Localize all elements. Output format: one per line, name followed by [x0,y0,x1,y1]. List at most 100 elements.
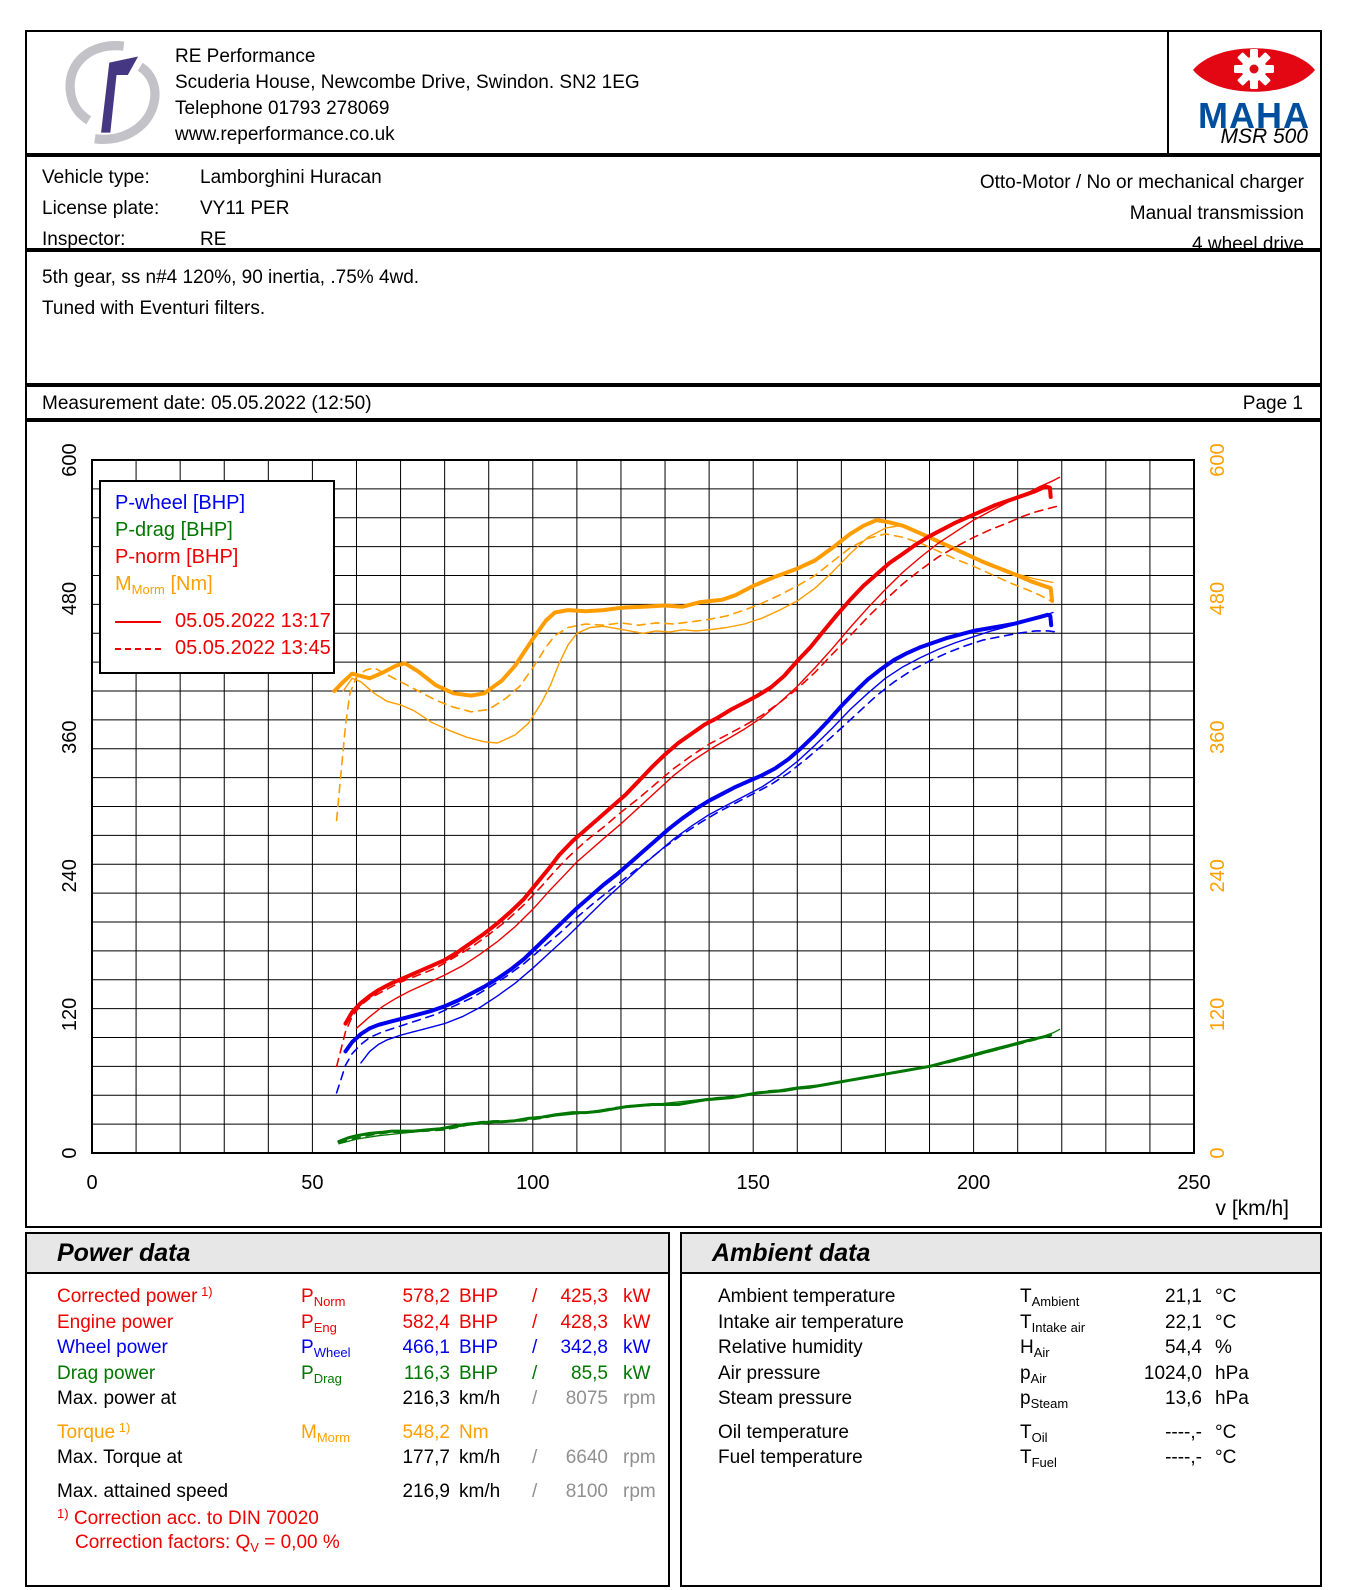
ambient-row-label: Ambient temperature [718,1286,896,1307]
ambient-row-unit: hPa [1215,1362,1249,1384]
y-left-tick-label: 240 [59,859,81,892]
curve-p-wheel-main [343,612,1054,1054]
ambient-row-value: 22,1 [1165,1311,1202,1333]
ambient-row-symbol: TOil [1020,1421,1048,1445]
ambient-row-label: Oil temperature [718,1421,849,1443]
power-row-label: Corrected power 1) [57,1284,213,1307]
ambient-row-symbol: TAmbient [1020,1286,1080,1309]
power-row-slash: / [532,1337,538,1358]
power-row-label: Engine power [57,1311,174,1333]
power-row-unit2: rpm [623,1480,656,1502]
power-row-value2: 8100 [565,1480,608,1502]
curve-torque-run-1345 [335,533,1054,822]
solid-line-sample-icon [115,620,161,623]
power-row-value1: 582,4 [402,1311,450,1333]
ambient-row-value: 54,4 [1165,1337,1202,1358]
power-row-value1: 116,3 [403,1362,450,1384]
curve-torque-main [332,518,1055,698]
header: RE Performance Scuderia House, Newcombe … [25,30,1322,155]
ambient-row-value: ----,- [1165,1421,1202,1443]
x-tick-label: 200 [957,1172,990,1194]
inspector-value: RE [200,229,227,250]
y-right-tick-label: 600 [1207,443,1229,476]
curve-p-drag-run-1345 [338,1035,1050,1144]
measurement-date-box: Measurement date: 05.05.2022 (12:50) Pag… [25,385,1322,420]
power-row-slash: / [532,1480,538,1502]
power-row-unit1: BHP [459,1362,499,1384]
notes-text: 5th gear, ss n#4 120%, 90 inertia, .75% … [42,262,419,324]
legend-item-4: MMorm [Nm] [115,573,213,597]
power-row-unit1: km/h [459,1388,501,1409]
vehicle-type-label: Vehicle type: [42,167,150,188]
ambient-data-title: Ambient data [682,1234,1320,1274]
legend-gap [115,598,333,608]
power-row-unit1: BHP [459,1337,499,1358]
vehicle-type-row: Vehicle type: Lamborghini Huracan [27,167,1320,198]
vehicle-info: Vehicle type: Lamborghini Huracan Licens… [25,155,1322,255]
y-right-tick-label: 360 [1207,721,1229,754]
power-data-title: Power data [27,1234,668,1274]
ambient-row-unit: °C [1215,1421,1237,1443]
power-row-slash: / [532,1286,538,1307]
x-tick-label: 0 [86,1172,97,1194]
power-row-unit2: kW [623,1311,651,1333]
power-row-unit1: km/h [459,1480,501,1502]
y-left-tick-label: 480 [59,582,81,615]
y-right-tick-label: 240 [1207,859,1229,892]
ambient-row-symbol: HAir [1020,1337,1050,1360]
power-row-unit2: kW [623,1286,651,1307]
y-left-tick-label: 120 [59,998,81,1031]
curve-p-norm-run-1317 [355,476,1061,1029]
y-left-tick-label: 360 [59,721,81,754]
power-row-value2: 8075 [565,1388,608,1409]
power-row-value1: 466,1 [402,1337,450,1358]
power-row-unit1: km/h [459,1447,501,1468]
inspector-row: Inspector: RE [27,229,1320,260]
vehicle-left: Vehicle type: Lamborghini Huracan Licens… [27,167,1320,260]
power-row-label: Max. power at [57,1388,177,1409]
y-right-tick-label: 120 [1207,998,1229,1031]
footnote-line-2: Correction factors: QV = 0,00 % [75,1532,340,1555]
drive-type: 4 wheel drive [1192,234,1304,255]
power-row-symbol: PWheel [301,1337,351,1360]
re-performance-logo-icon [65,41,160,144]
power-row-label: Max. attained speed [57,1480,229,1502]
power-data-row: Drag power PDrag 116,3 BHP / 85,5 kW [27,1363,668,1389]
ambient-data-row: Steam pressure pSteam 13,6 hPa [682,1388,1320,1414]
ambient-row-label: Intake air temperature [718,1311,904,1333]
note-line-1: 5th gear, ss n#4 120%, 90 inertia, .75% … [42,267,420,288]
ambient-row-symbol: TIntake air [1020,1311,1086,1335]
ambient-data-rows: Ambient temperature TAmbient 21,1 °C Intake … [682,1274,1320,1473]
power-row-value1: 578,2 [402,1286,450,1307]
transmission: Manual transmission [1129,203,1304,224]
correction-footnote: 1) Correction acc. to DIN 70020 Correctio… [57,1507,340,1555]
power-row-symbol: PNorm [301,1286,346,1309]
power-row-unit1: Nm [459,1421,489,1443]
power-row-label: Torque 1) [57,1419,131,1443]
note-line-2: Tuned with Eventuri filters. [42,298,266,319]
chart-legend: P-wheel [BHP] P-drag [BHP] P-norm [BHP] MMo… [99,480,335,674]
power-row-value2: 6640 [565,1447,608,1468]
power-data-row: Max. attained speed 216,9 km/h / 8100 rpm [27,1481,668,1507]
notes-box: 5th gear, ss n#4 120%, 90 inertia, .75% … [25,250,1322,385]
x-tick-label: 150 [737,1172,770,1194]
y-left-tick-label: 600 [59,443,81,476]
inspector-label: Inspector: [42,229,126,250]
engine-info: Otto-Motor / No or mechanical charger Ma… [980,167,1304,260]
power-row-symbol: MMorm [301,1421,351,1445]
power-row-unit1: BHP [459,1311,499,1333]
power-row-label: Drag power [57,1362,156,1384]
power-row-value2: 425,3 [560,1286,608,1307]
power-row-slash: / [532,1311,538,1333]
power-row-value1: 216,3 [402,1388,450,1409]
legend-run-2: 05.05.2022 13:45 [115,635,333,662]
legend-item-3: P-norm [BHP] [115,546,239,568]
ambient-row-value: 21,1 [1165,1286,1202,1307]
footnote-line-1: 1) Correction acc. to DIN 70020 [57,1506,319,1529]
x-axis-title: v [km/h] [1215,1197,1289,1220]
ambient-row-unit: °C [1215,1447,1237,1468]
ambient-data-row: Intake air temperature TIntake air 22,1 °C [682,1312,1320,1338]
power-row-unit2: kW [623,1337,651,1358]
company-name: RE Performance [175,46,316,67]
page-number: Page 1 [1242,393,1303,414]
